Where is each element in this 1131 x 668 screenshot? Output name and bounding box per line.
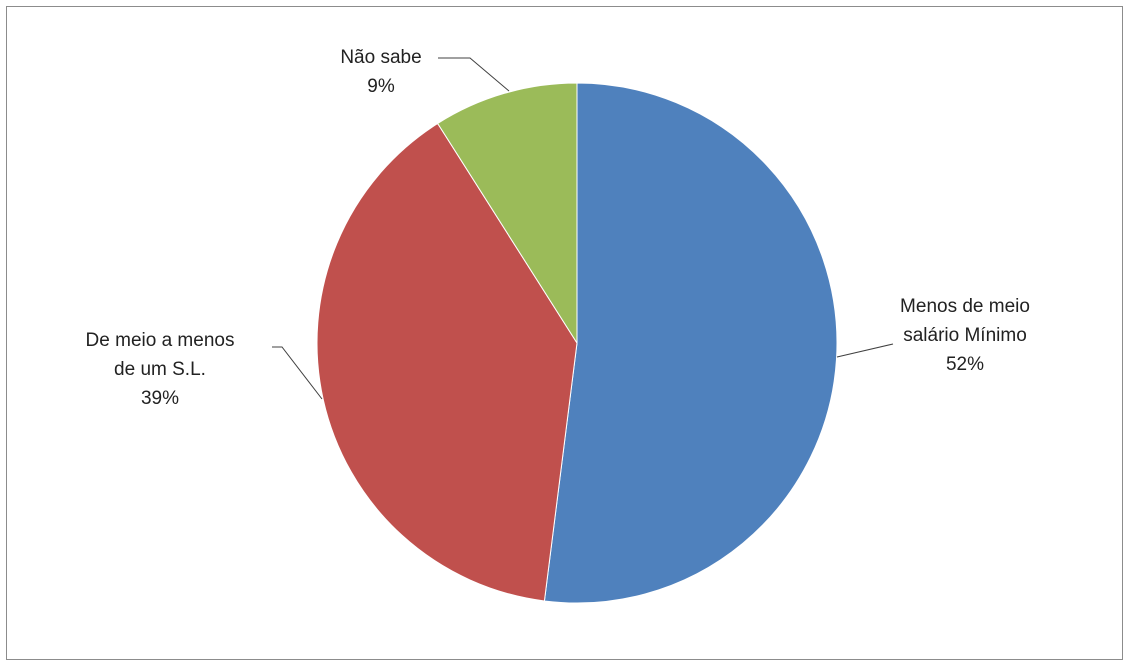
data-label-0: Menos de meio salário Mínimo 52% <box>900 296 1030 375</box>
leader-line-0 <box>836 343 894 358</box>
data-label-line: De meio a menos <box>86 330 235 351</box>
data-label-percent: 52% <box>946 354 984 375</box>
pie-slice-2 <box>436 82 578 345</box>
leader-line-2 <box>438 57 510 92</box>
data-label-line: salário Mínimo <box>903 325 1027 346</box>
pie-slice-0 <box>543 82 838 604</box>
data-label-line: Menos de meio <box>900 296 1030 317</box>
leader-line-1 <box>272 346 323 400</box>
data-label-percent: 9% <box>367 76 395 97</box>
data-label-2: Não sabe 9% <box>340 47 421 97</box>
pie-slice-1 <box>316 122 578 602</box>
data-label-percent: 39% <box>141 388 179 409</box>
data-label-line: Não sabe <box>340 47 421 68</box>
data-label-1: De meio a menos de um S.L. 39% <box>86 330 235 409</box>
data-label-line: de um S.L. <box>114 359 206 380</box>
